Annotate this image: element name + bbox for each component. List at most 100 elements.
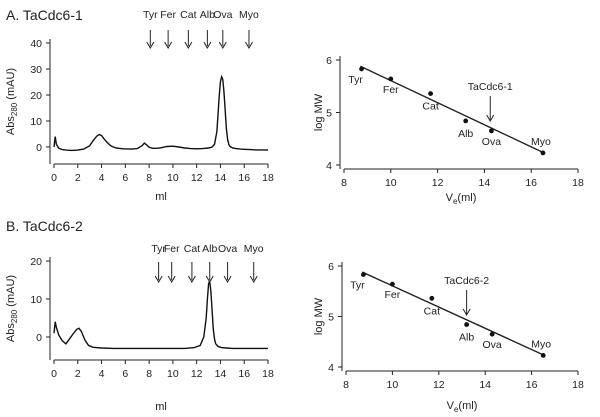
marker-arrowhead [164,41,173,49]
x-tick-label: 6 [122,172,128,184]
marker-arrowhead [187,275,196,283]
chart-1: 8 10 12 14 16 18 4 5 6 Ve(ml) log MW Tyr Fer Cat Alb Ov… [313,55,584,206]
annotation-arrowhead [462,308,471,317]
marker-arrowhead [184,41,193,49]
annotation-label: TaCdc6-2 [444,275,489,287]
x-axis-label: ml [155,401,167,413]
x-tick-label: 10 [387,379,399,391]
chart-2: B. TaCdc6-2 0 2 4 6 8 10 12 14 16 18 0 10 20 ml Abs280 … [5,218,274,413]
x-tick-label: 14 [479,379,491,391]
marker-label-fer: Fer [164,243,180,255]
marker-label-tyr: Tyr [151,243,166,255]
x-tick-label: 8 [343,379,349,391]
marker-label-alb: Alb [200,9,215,21]
marker-arrowhead [223,275,232,283]
annotation-arrowhead [486,114,495,123]
x-tick-label: 12 [191,172,203,184]
marker-label-myo: Myo [244,243,264,255]
y-tick-label: 4 [328,362,334,374]
point-label-alb: Alb [459,332,474,344]
x-axis-label: Ve(ml) [447,400,478,414]
x-tick-label: 18 [262,172,274,184]
marker-label-alb: Alb [202,243,217,255]
x-tick-label: 16 [526,379,538,391]
data-point-alb [463,118,469,124]
x-tick-label: 12 [191,368,203,380]
y-tick-label: 30 [30,64,42,76]
marker-arrowhead [218,41,227,49]
point-label-cat: Cat [422,101,438,113]
y-tick-label: 6 [328,261,334,273]
x-tick-label: 2 [75,368,81,380]
x-tick-label: 18 [262,368,274,380]
marker-label-myo: Myo [239,9,259,21]
data-point-myo [540,150,546,156]
x-tick-label: 6 [122,368,128,380]
marker-arrowhead [146,41,155,49]
x-axis-label: ml [155,191,167,203]
y-tick-label: 6 [326,55,332,67]
data-point-ova [489,128,494,134]
x-tick-label: 0 [51,368,57,380]
y-tick-label: 0 [36,142,42,154]
point-label-fer: Fer [383,84,399,96]
annotation-label: TaCdc6-1 [468,81,513,93]
y-tick-label: 20 [30,256,42,268]
data-point-myo [540,352,546,358]
x-tick-label: 12 [432,177,444,189]
data-point-fer [390,281,395,287]
y-axis-label: log MW [313,297,325,335]
x-tick-label: 0 [51,172,57,184]
marker-arrowhead [249,275,258,283]
x-tick-label: 10 [385,177,397,189]
data-point-fer [388,76,394,82]
data-point-tyr [359,66,364,72]
y-axis-label: Abs280 (mAU) [5,68,19,135]
chart-3: 8 10 12 14 16 18 4 5 6 Ve(ml) log MW Tyr Fer Cat Alb Ov… [313,261,584,414]
fit-line [360,65,546,155]
marker-arrowhead [203,41,212,49]
elution-trace [53,280,268,350]
x-tick-label: 16 [525,177,537,189]
x-tick-label: 8 [341,177,347,189]
point-label-ova: Ova [482,136,501,148]
data-point-cat [428,91,433,96]
x-tick-label: 2 [75,172,81,184]
marker-arrowhead [154,275,163,283]
x-axis-label: Ve(ml) [446,192,477,206]
marker-label-ova: Ova [213,9,232,21]
y-axis-label: Abs280 (mAU) [5,275,19,342]
point-label-ova: Ova [483,339,502,351]
x-tick-label: 16 [238,172,250,184]
marker-label-tyr: Tyr [143,9,158,21]
point-label-tyr: Tyr [348,74,363,86]
x-tick-label: 8 [146,172,152,184]
marker-label-cat: Cat [184,243,200,255]
point-label-cat: Cat [424,305,440,317]
x-tick-label: 10 [167,368,179,380]
y-tick-label: 5 [328,312,334,324]
y-tick-label: 20 [30,90,42,102]
x-tick-label: 12 [433,379,445,391]
x-tick-label: 18 [572,379,584,391]
x-tick-label: 4 [99,172,105,184]
point-label-myo: Myo [531,338,551,350]
marker-arrowhead [245,41,253,49]
elution-trace [53,74,269,152]
x-tick-label: 4 [99,368,105,380]
marker-label-ova: Ova [218,243,237,255]
y-tick-label: 40 [30,38,42,50]
data-point-tyr [361,272,366,277]
point-label-alb: Alb [458,128,473,140]
x-tick-label: 16 [238,368,250,380]
chart-0: A. TaCdc6-1 0 2 4 6 8 10 12 14 16 18 0 10 20 30 40 ml Abs… [5,7,274,203]
point-label-fer: Fer [385,289,401,301]
y-tick-label: 4 [326,160,332,172]
marker-arrowhead [205,275,214,283]
x-tick-label: 10 [167,172,179,184]
panel-title: B. TaCdc6-2 [6,218,83,234]
x-tick-label: 14 [215,172,227,184]
x-tick-label: 18 [572,177,584,189]
marker-arrowhead [167,275,176,283]
